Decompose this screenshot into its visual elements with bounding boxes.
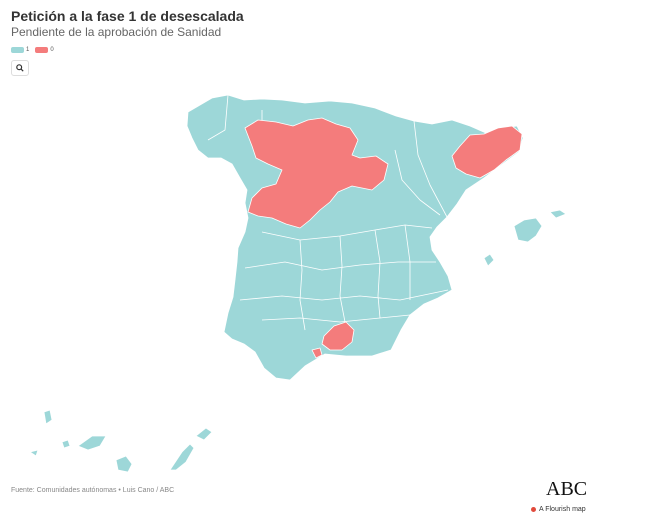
peninsula-landmass: [186, 94, 524, 381]
legend-item-phase1[interactable]: 1: [11, 47, 29, 53]
flourish-credit[interactable]: A Flourish map: [531, 506, 586, 513]
region-pending-granada: [321, 321, 355, 351]
legend-swatch-pending: [35, 47, 49, 53]
island-gran-canaria: [115, 455, 133, 473]
island-menorca: [549, 209, 567, 219]
search-icon: [16, 64, 24, 72]
island-ibiza: [483, 253, 495, 267]
legend-item-pending[interactable]: 0: [35, 47, 54, 53]
island-tenerife: [77, 435, 107, 451]
legend-label-phase1: 1: [26, 47, 30, 53]
region-pending-cataluna: [451, 125, 523, 179]
island-lanzarote: [195, 427, 213, 441]
island-la-gomera: [61, 439, 71, 449]
legend: 1 0: [11, 47, 54, 53]
island-mallorca: [513, 217, 543, 243]
map-title: Petición a la fase 1 de desescalada: [11, 8, 244, 24]
map-subtitle: Pendiente de la aprobación de Sanidad: [11, 25, 222, 39]
island-fuerteventura: [169, 443, 195, 471]
legend-label-pending: 0: [50, 47, 54, 53]
region-pending-malaga-spot: [311, 347, 323, 359]
source-note: Fuente: Comunidades autónomas • Luis Can…: [11, 487, 175, 494]
region-pending-castilla-leon: [244, 117, 389, 229]
legend-swatch-phase1: [11, 47, 24, 53]
island-el-hierro: [29, 449, 39, 457]
search-button[interactable]: [11, 60, 29, 76]
flourish-logo-icon: [531, 507, 536, 512]
island-la-palma: [43, 409, 53, 425]
abc-logo[interactable]: ABC: [546, 478, 588, 500]
flourish-credit-label: A Flourish map: [539, 506, 586, 513]
